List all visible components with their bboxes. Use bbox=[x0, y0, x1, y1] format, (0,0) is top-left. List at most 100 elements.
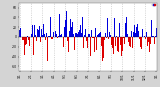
Bar bbox=[87, 37, 88, 48]
Bar bbox=[146, 32, 147, 37]
Bar bbox=[98, 34, 99, 37]
Bar bbox=[152, 36, 153, 37]
Bar bbox=[44, 34, 45, 37]
Bar bbox=[79, 30, 80, 37]
Bar bbox=[61, 34, 62, 37]
Bar bbox=[109, 32, 110, 37]
Bar bbox=[29, 37, 30, 46]
Bar bbox=[154, 37, 155, 44]
Bar bbox=[118, 37, 119, 52]
Bar bbox=[147, 37, 148, 46]
Bar bbox=[36, 37, 37, 41]
Bar bbox=[69, 31, 70, 37]
Bar bbox=[137, 24, 138, 37]
Bar bbox=[134, 25, 135, 37]
Bar bbox=[125, 23, 126, 37]
Bar bbox=[135, 33, 136, 37]
Bar bbox=[70, 19, 71, 37]
Bar bbox=[26, 37, 27, 44]
Bar bbox=[103, 37, 104, 58]
Bar bbox=[89, 34, 90, 37]
Bar bbox=[122, 37, 123, 51]
Bar bbox=[132, 37, 133, 45]
Bar bbox=[35, 35, 36, 37]
Bar bbox=[151, 20, 152, 37]
Bar bbox=[76, 37, 77, 44]
Bar bbox=[58, 37, 59, 43]
Bar bbox=[124, 37, 125, 44]
Bar bbox=[123, 37, 124, 38]
Bar bbox=[110, 35, 111, 37]
Bar bbox=[149, 37, 150, 52]
Bar bbox=[84, 35, 85, 37]
Bar bbox=[100, 32, 101, 37]
Bar bbox=[80, 25, 81, 37]
Bar bbox=[67, 37, 68, 41]
Bar bbox=[128, 37, 129, 42]
Bar bbox=[22, 37, 23, 40]
Bar bbox=[106, 37, 107, 38]
Bar bbox=[45, 37, 46, 40]
Bar bbox=[153, 36, 154, 37]
Bar bbox=[66, 11, 67, 37]
Bar bbox=[143, 31, 144, 37]
Bar bbox=[140, 37, 141, 47]
Bar bbox=[88, 34, 89, 37]
Bar bbox=[127, 33, 128, 37]
Bar bbox=[74, 37, 75, 50]
Bar bbox=[52, 37, 53, 39]
Bar bbox=[56, 34, 57, 37]
Bar bbox=[145, 37, 146, 39]
Bar bbox=[43, 37, 44, 46]
Bar bbox=[155, 19, 156, 37]
Bar bbox=[105, 33, 106, 37]
Bar bbox=[102, 37, 103, 61]
Bar bbox=[119, 23, 120, 37]
Bar bbox=[60, 35, 61, 37]
Bar bbox=[50, 17, 51, 37]
Bar bbox=[104, 37, 105, 40]
Bar bbox=[28, 37, 29, 40]
Bar bbox=[49, 36, 50, 37]
Bar bbox=[112, 37, 113, 48]
Bar bbox=[85, 29, 86, 37]
Bar bbox=[129, 37, 130, 46]
Bar bbox=[71, 27, 72, 37]
Bar bbox=[136, 27, 137, 37]
Bar bbox=[34, 25, 35, 37]
Bar bbox=[72, 22, 73, 37]
Bar bbox=[96, 37, 97, 50]
Bar bbox=[92, 37, 93, 38]
Bar bbox=[63, 37, 64, 47]
Bar bbox=[38, 30, 39, 37]
Bar bbox=[131, 31, 132, 37]
Bar bbox=[19, 30, 20, 37]
Bar bbox=[31, 34, 32, 37]
Bar bbox=[91, 30, 92, 37]
Bar bbox=[51, 37, 52, 39]
Bar bbox=[120, 37, 121, 39]
Bar bbox=[77, 34, 78, 37]
Bar bbox=[130, 37, 131, 47]
Bar bbox=[144, 36, 145, 37]
Legend: , : , bbox=[152, 4, 156, 6]
Bar bbox=[150, 37, 151, 44]
Bar bbox=[55, 37, 56, 50]
Bar bbox=[40, 37, 41, 42]
Bar bbox=[107, 18, 108, 37]
Bar bbox=[116, 36, 117, 37]
Bar bbox=[32, 37, 33, 47]
Bar bbox=[133, 32, 134, 37]
Bar bbox=[41, 29, 42, 37]
Bar bbox=[20, 18, 21, 37]
Bar bbox=[94, 37, 95, 52]
Bar bbox=[68, 37, 69, 52]
Bar bbox=[24, 37, 25, 55]
Bar bbox=[83, 37, 84, 48]
Bar bbox=[111, 37, 112, 54]
Bar bbox=[99, 30, 100, 37]
Bar bbox=[39, 26, 40, 37]
Bar bbox=[156, 28, 157, 37]
Bar bbox=[115, 37, 116, 46]
Bar bbox=[59, 14, 60, 37]
